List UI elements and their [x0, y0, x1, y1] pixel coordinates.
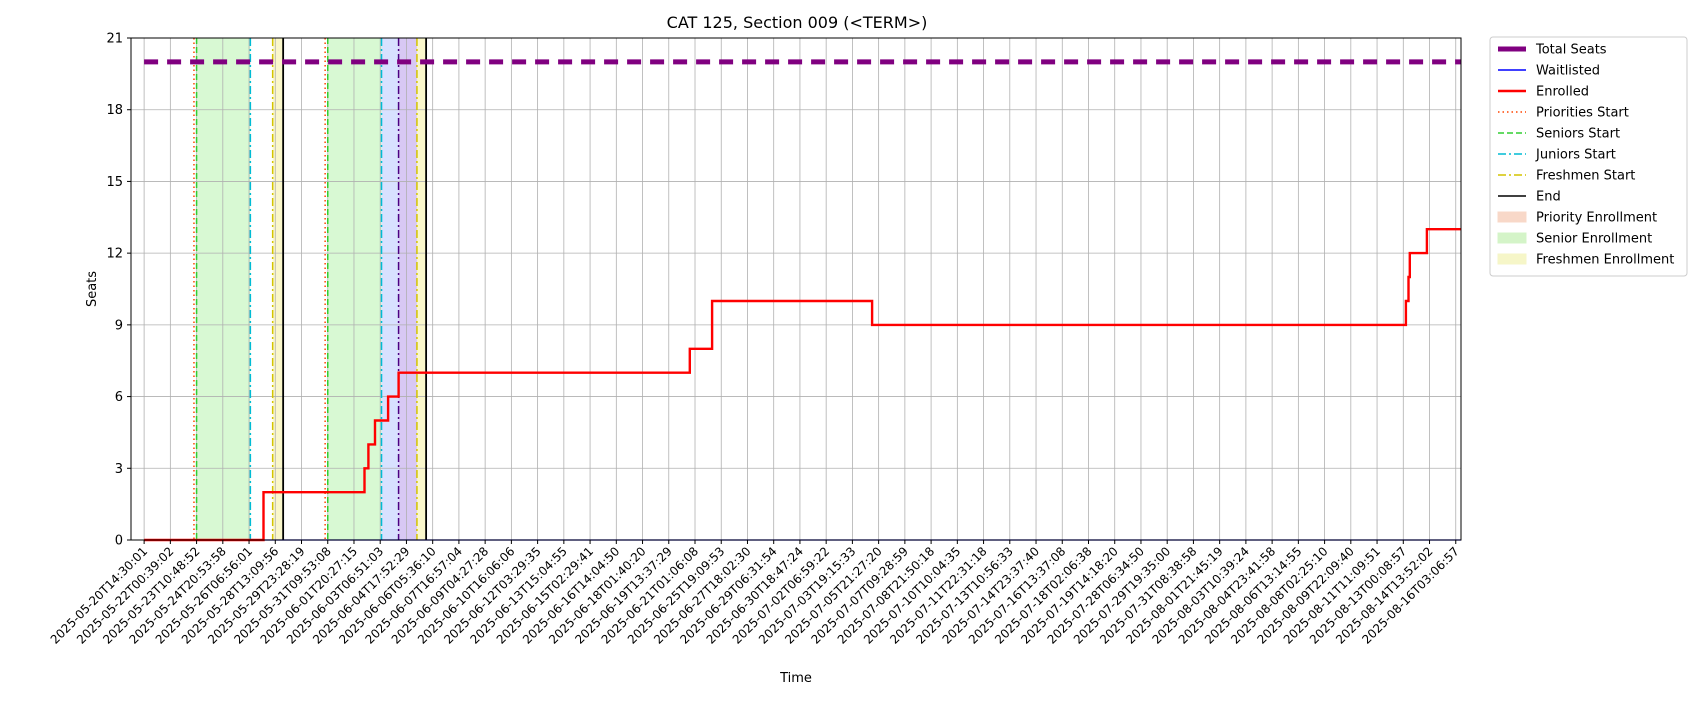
y-tick-label: 12	[106, 247, 123, 262]
shaded-regions	[196, 38, 427, 540]
shaded-region-4	[398, 38, 417, 540]
shaded-region-3	[381, 38, 399, 540]
legend-label-waitlisted: Waitlisted	[1536, 64, 1600, 79]
y-tick-label: 15	[106, 175, 123, 190]
legend-label-priorities-start: Priorities Start	[1536, 106, 1629, 121]
legend-label-end: End	[1536, 190, 1561, 205]
shaded-region-5	[416, 38, 427, 540]
shaded-region-1	[272, 38, 284, 540]
y-axis-ticks: 0 3 6 9 12 15 18 21	[106, 32, 131, 549]
grid-lines	[131, 37, 1461, 541]
plot-frame	[130, 37, 1462, 541]
legend-label-seniors-start: Seniors Start	[1536, 127, 1620, 142]
legend-label-enrolled: Enrolled	[1536, 85, 1589, 100]
y-tick-label: 9	[115, 318, 123, 333]
legend-swatch-freshmen-enrollment	[1497, 253, 1527, 265]
y-tick-label: 0	[115, 534, 123, 549]
shaded-region-2	[327, 38, 382, 540]
y-tick-label: 18	[106, 103, 123, 118]
legend: Total Seats Waitlisted Enrolled Priorities …	[1489, 36, 1688, 277]
x-axis-label: Time	[779, 671, 812, 686]
y-tick-label: 6	[115, 390, 123, 405]
vertical-markers	[193, 38, 428, 540]
legend-label-freshmen-enrollment: Freshmen Enrollment	[1536, 253, 1674, 268]
y-axis-label: Seats	[85, 271, 100, 307]
series-enrolled	[144, 227, 1461, 542]
x-axis-ticks: 2025-05-20T14:30:012025-05-22T00:39:0220…	[48, 540, 1462, 647]
legend-label-senior-enrollment: Senior Enrollment	[1536, 232, 1652, 247]
shaded-region-0	[196, 38, 251, 540]
legend-swatch-priority-enrollment	[1497, 211, 1527, 223]
legend-label-juniors-start: Juniors Start	[1535, 148, 1616, 163]
y-tick-label: 3	[115, 462, 123, 477]
legend-label-total-seats: Total Seats	[1535, 43, 1607, 58]
legend-label-freshmen-start: Freshmen Start	[1536, 169, 1635, 184]
legend-box	[1489, 36, 1688, 277]
legend-swatch-senior-enrollment	[1497, 232, 1527, 244]
legend-label-priority-enrollment: Priority Enrollment	[1536, 211, 1657, 226]
y-tick-label: 21	[106, 32, 123, 47]
chart-title: CAT 125, Section 009 (<TERM>)	[667, 13, 928, 32]
